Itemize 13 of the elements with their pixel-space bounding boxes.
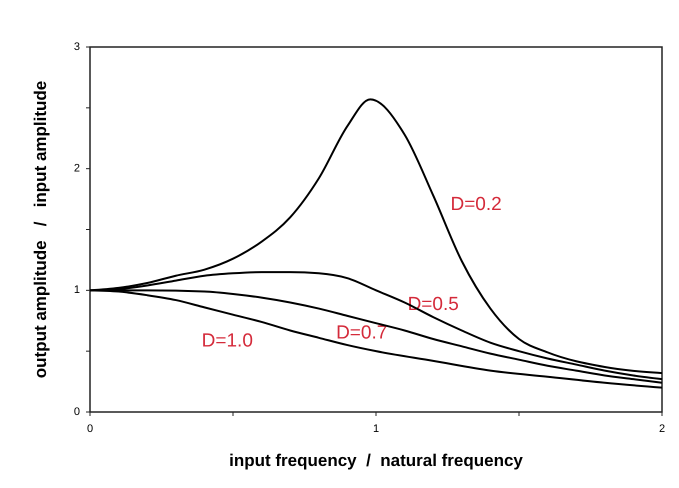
x-tick-label: 0 [86,423,94,435]
series-label: D=0.2 [450,194,502,216]
x-tick-label: 1 [372,423,380,435]
series-label: D=0.5 [408,294,459,315]
x-axis-title: input frequency / natural frequency [229,451,524,470]
series-label: D=1.0 [202,330,253,352]
y-axis-title: output amplitude / input amplitude [31,80,50,378]
y-tick-label: 0 [74,406,80,418]
series-label: D=0.7 [336,322,388,344]
y-tick-label: 2 [74,162,80,175]
x-tick-label: 2 [658,423,666,435]
y-tick-label: 3 [74,40,80,53]
y-tick-label: 1 [74,284,80,296]
